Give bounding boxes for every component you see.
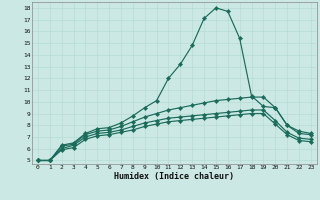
X-axis label: Humidex (Indice chaleur): Humidex (Indice chaleur) [115,172,234,181]
